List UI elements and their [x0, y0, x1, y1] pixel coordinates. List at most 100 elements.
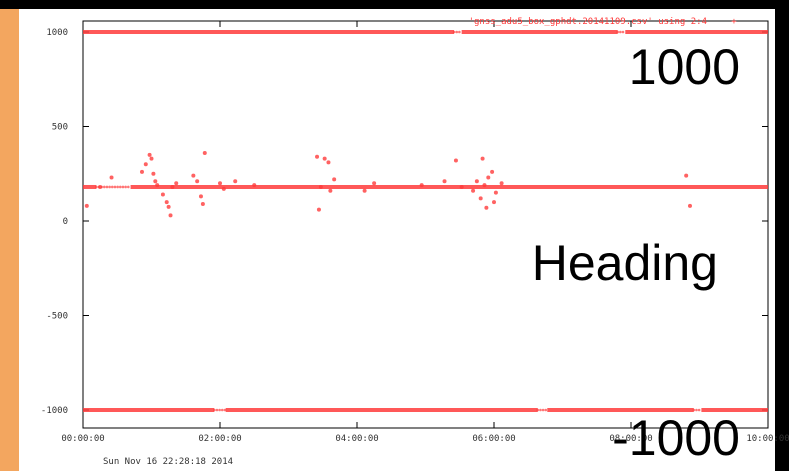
data-point: [478, 196, 483, 201]
x-tick-label: 02:00:00: [198, 434, 241, 444]
data-point: [328, 188, 333, 193]
overlay-label-bottom: -1000: [612, 410, 740, 466]
data-point: [687, 203, 692, 208]
data-point: [170, 184, 175, 189]
left-gap: [19, 9, 23, 471]
data-point: [453, 158, 458, 163]
data-point: [174, 181, 179, 186]
data-point: [95, 185, 98, 189]
data-point: [459, 184, 464, 189]
data-point: [111, 185, 114, 189]
data-point: [164, 200, 169, 205]
data-point: [153, 179, 158, 184]
data-point: [218, 181, 222, 186]
data-point: [621, 30, 625, 34]
y-tick-labels: 1000 500 0 -500 -1000: [41, 28, 68, 416]
data-point: [124, 185, 127, 189]
left-orange-strip: [0, 9, 19, 471]
data-point: [223, 408, 227, 412]
data-point: [198, 194, 203, 199]
data-point: [484, 205, 489, 210]
data-point: [486, 175, 491, 180]
data-point: [326, 160, 331, 165]
data-point: [480, 156, 485, 161]
x-tick-label: 06:00:00: [472, 434, 515, 444]
data-point: [536, 408, 540, 412]
data-point: [233, 179, 238, 184]
data-point: [442, 179, 447, 184]
data-point: [471, 188, 476, 193]
x-tick-label: 10:00:00: [746, 434, 789, 444]
data-point: [202, 150, 207, 155]
data-point: [149, 156, 154, 161]
x-tick-label: 08:00:00: [609, 434, 652, 444]
data-point: [118, 185, 122, 189]
overlay-label-heading: Heading: [532, 235, 718, 291]
data-point: [147, 152, 152, 157]
data-point: [539, 408, 542, 412]
data-point: [200, 201, 205, 206]
data-point: [315, 154, 320, 159]
data-point: [362, 188, 367, 193]
data-point: [482, 183, 487, 188]
data-point: [212, 408, 216, 412]
y-tick-label: 0: [63, 217, 68, 227]
data-point: [452, 30, 456, 34]
data-point: [105, 185, 109, 189]
data-point: [155, 183, 160, 188]
top-black-band: [0, 0, 789, 9]
y-tick-label: -1000: [41, 406, 68, 416]
data-point: [166, 204, 171, 209]
data-point: [544, 408, 548, 412]
data-point: [252, 183, 257, 188]
data-point: [372, 181, 377, 186]
data-point: [697, 408, 701, 412]
data-bands: [83, 30, 768, 412]
data-point: [490, 169, 495, 174]
data-point: [143, 162, 148, 167]
data-point: [109, 175, 114, 180]
data-point: [492, 200, 496, 205]
data-point: [126, 185, 130, 189]
data-point: [113, 185, 117, 189]
series-key-label: 'gnss_adu5_box_gphdt.20141109.csv' using…: [469, 17, 707, 27]
data-point: [220, 408, 224, 412]
data-point: [318, 184, 323, 189]
data-point: [121, 185, 125, 189]
data-point: [168, 213, 173, 218]
data-point: [322, 156, 327, 161]
plot-timestamp: Sun Nov 16 22:28:18 2014: [103, 457, 234, 467]
data-point: [103, 185, 106, 189]
series-key-marker: +: [731, 17, 737, 27]
data-point: [218, 408, 221, 412]
data-point: [108, 185, 111, 189]
x-tick-label: 04:00:00: [335, 434, 378, 444]
data-point: [474, 179, 479, 184]
data-point: [695, 408, 698, 412]
data-point: [139, 169, 144, 174]
data-point: [616, 30, 619, 34]
data-point: [684, 173, 689, 178]
data-point: [195, 179, 200, 184]
data-point: [619, 30, 622, 34]
y-tick-label: 1000: [46, 28, 68, 38]
y-tick-label: 500: [52, 123, 68, 133]
data-point: [458, 30, 461, 34]
data-point: [84, 203, 89, 208]
data-point: [455, 30, 459, 34]
plot-frame: [82, 20, 769, 429]
data-point: [316, 207, 321, 212]
data-point: [191, 173, 196, 178]
data-point: [541, 408, 545, 412]
data-point: [160, 192, 165, 197]
data-point: [215, 408, 219, 412]
overlay-label-top: 1000: [629, 39, 740, 95]
data-point: [493, 190, 498, 195]
data-point: [116, 185, 119, 189]
x-tick-label: 00:00:00: [61, 434, 104, 444]
data-point: [419, 183, 424, 188]
data-point: [98, 184, 103, 189]
data-point: [692, 408, 696, 412]
outlier-points: [84, 150, 692, 218]
